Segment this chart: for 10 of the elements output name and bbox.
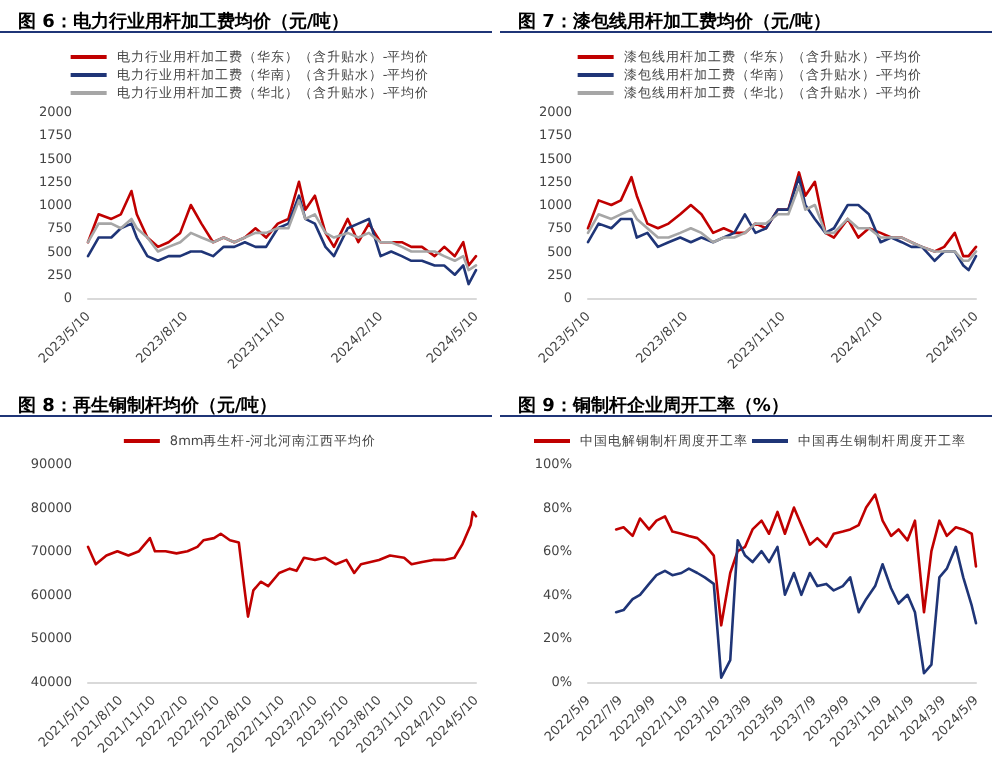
chart-title: 图 8：再生铜制杆均价（元/吨）	[18, 394, 278, 416]
chart-title: 图 9：铜制杆企业周开工率（%）	[518, 394, 789, 416]
line-series	[86, 199, 478, 272]
line-series	[86, 509, 478, 617]
line-series	[86, 194, 478, 286]
chart-title: 图 7：漆包线用杆加工费均价（元/吨）	[518, 11, 832, 33]
line-series	[86, 180, 478, 267]
line-series	[614, 538, 978, 678]
chart-title: 图 6：电力行业用杆加工费均价（元/吨）	[18, 11, 350, 33]
line-series	[614, 492, 978, 626]
